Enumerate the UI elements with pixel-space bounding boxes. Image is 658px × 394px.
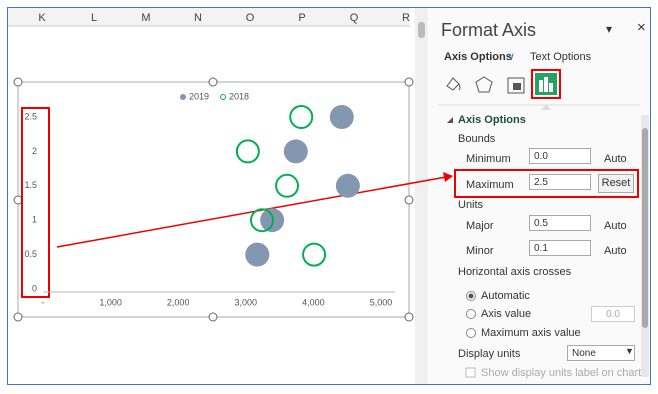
arrowhead <box>443 172 453 182</box>
column-header: R <box>402 12 410 24</box>
x-tick-label: 4,000 <box>302 297 325 307</box>
handle[interactable] <box>13 195 23 205</box>
group-label: Bounds <box>458 133 496 145</box>
fill-icon[interactable] <box>446 77 461 91</box>
legend-marker <box>180 94 186 100</box>
dropdown-arrow: ▼ <box>625 346 634 356</box>
highlight-box <box>21 107 50 298</box>
pane-scroll-thumb[interactable] <box>642 128 648 328</box>
close-button[interactable]: × <box>637 19 646 36</box>
handle[interactable] <box>13 77 23 87</box>
tab-dropdown[interactable]: ∨ <box>507 51 516 63</box>
bubble <box>275 173 300 198</box>
y-tick-label: 2.5 <box>24 111 37 121</box>
column-header: N <box>194 12 202 24</box>
y-tick-label: 0 <box>32 283 37 293</box>
column-header: P <box>298 12 305 24</box>
field-label: Minimum <box>466 153 511 165</box>
arrow <box>56 176 447 248</box>
handle[interactable] <box>208 77 218 87</box>
handle[interactable] <box>208 312 218 322</box>
dropdown[interactable]: None <box>567 345 635 361</box>
handle[interactable] <box>404 312 414 322</box>
handle[interactable] <box>13 312 23 322</box>
section-title[interactable]: Axis Options <box>458 114 526 126</box>
x-tick-label: 3,000 <box>235 297 258 307</box>
radio-dot <box>468 293 474 299</box>
radio-label[interactable]: Automatic <box>481 290 530 302</box>
icon-bar <box>549 83 553 92</box>
effects-icon[interactable] <box>475 76 493 93</box>
frame <box>7 7 651 385</box>
column-header: Q <box>350 12 359 24</box>
field-state: Auto <box>604 245 627 257</box>
group-label: Units <box>458 199 484 211</box>
column-header: M <box>141 12 150 24</box>
y-tick-label: 0.5 <box>24 249 37 259</box>
x-tick-label: 1,000 <box>99 297 122 307</box>
bubble <box>245 242 270 267</box>
bubble <box>302 242 327 267</box>
size-icon-inner <box>513 83 521 90</box>
field-state: Auto <box>604 220 627 232</box>
icon-bar <box>544 77 548 92</box>
y-tick-label: 1 <box>32 215 37 225</box>
column-header: L <box>91 12 97 24</box>
field-label: Display units <box>458 348 521 360</box>
legend-label: 2018 <box>229 91 249 101</box>
highlight-box <box>454 169 639 198</box>
group-label: Horizontal axis crosses <box>458 266 572 278</box>
x-tick-label: - <box>42 297 45 307</box>
highlight-box <box>531 69 561 99</box>
radio[interactable] <box>466 309 476 319</box>
field-label: Maximum <box>466 179 514 191</box>
icon-bar <box>539 80 543 92</box>
scroll-thumb[interactable] <box>418 22 425 38</box>
reset-button[interactable]: Reset <box>598 174 634 193</box>
radio-label[interactable]: Maximum axis value <box>481 327 581 339</box>
radio[interactable] <box>466 328 476 338</box>
size-icon[interactable] <box>507 77 525 94</box>
input[interactable]: 0.0 <box>529 148 591 164</box>
collapse-triangle[interactable] <box>447 117 453 123</box>
bubble <box>283 139 308 164</box>
bubble <box>335 173 360 198</box>
checkbox[interactable] <box>465 367 476 378</box>
field-label: Minor <box>466 245 494 257</box>
x-tick-label: 2,000 <box>167 297 190 307</box>
bubble <box>235 139 260 164</box>
bubble <box>329 105 354 129</box>
x-tick-label: 5,000 <box>370 297 393 307</box>
legend-label: 2019 <box>189 91 209 101</box>
bubble <box>250 208 275 233</box>
radio-label[interactable]: Axis value <box>481 308 532 320</box>
column-header-bar <box>8 8 410 26</box>
pane-menu[interactable]: ▾ <box>606 22 613 36</box>
input[interactable]: 0.5 <box>529 215 591 231</box>
legend-marker <box>220 94 227 100</box>
field-label: Major <box>466 220 494 232</box>
input[interactable]: 2.5 <box>529 174 591 190</box>
column-header: K <box>38 12 46 24</box>
input[interactable]: 0.1 <box>529 240 591 256</box>
pane-title: Format Axis <box>441 20 537 40</box>
column-header: O <box>246 12 255 24</box>
y-tick-label: 1.5 <box>24 180 37 190</box>
checkbox-label[interactable]: Show display units label on chart <box>481 367 642 379</box>
tab[interactable]: Text Options <box>530 51 592 63</box>
field-state: Auto <box>604 153 627 165</box>
handle[interactable] <box>404 195 414 205</box>
pointer <box>541 104 551 110</box>
input[interactable]: 0.0 <box>591 306 635 322</box>
handle[interactable] <box>404 77 414 87</box>
sheet-scrollbar[interactable] <box>415 8 428 384</box>
tab[interactable]: Axis Options <box>444 51 512 63</box>
y-tick-label: 2 <box>32 146 37 156</box>
bubble <box>289 105 314 129</box>
